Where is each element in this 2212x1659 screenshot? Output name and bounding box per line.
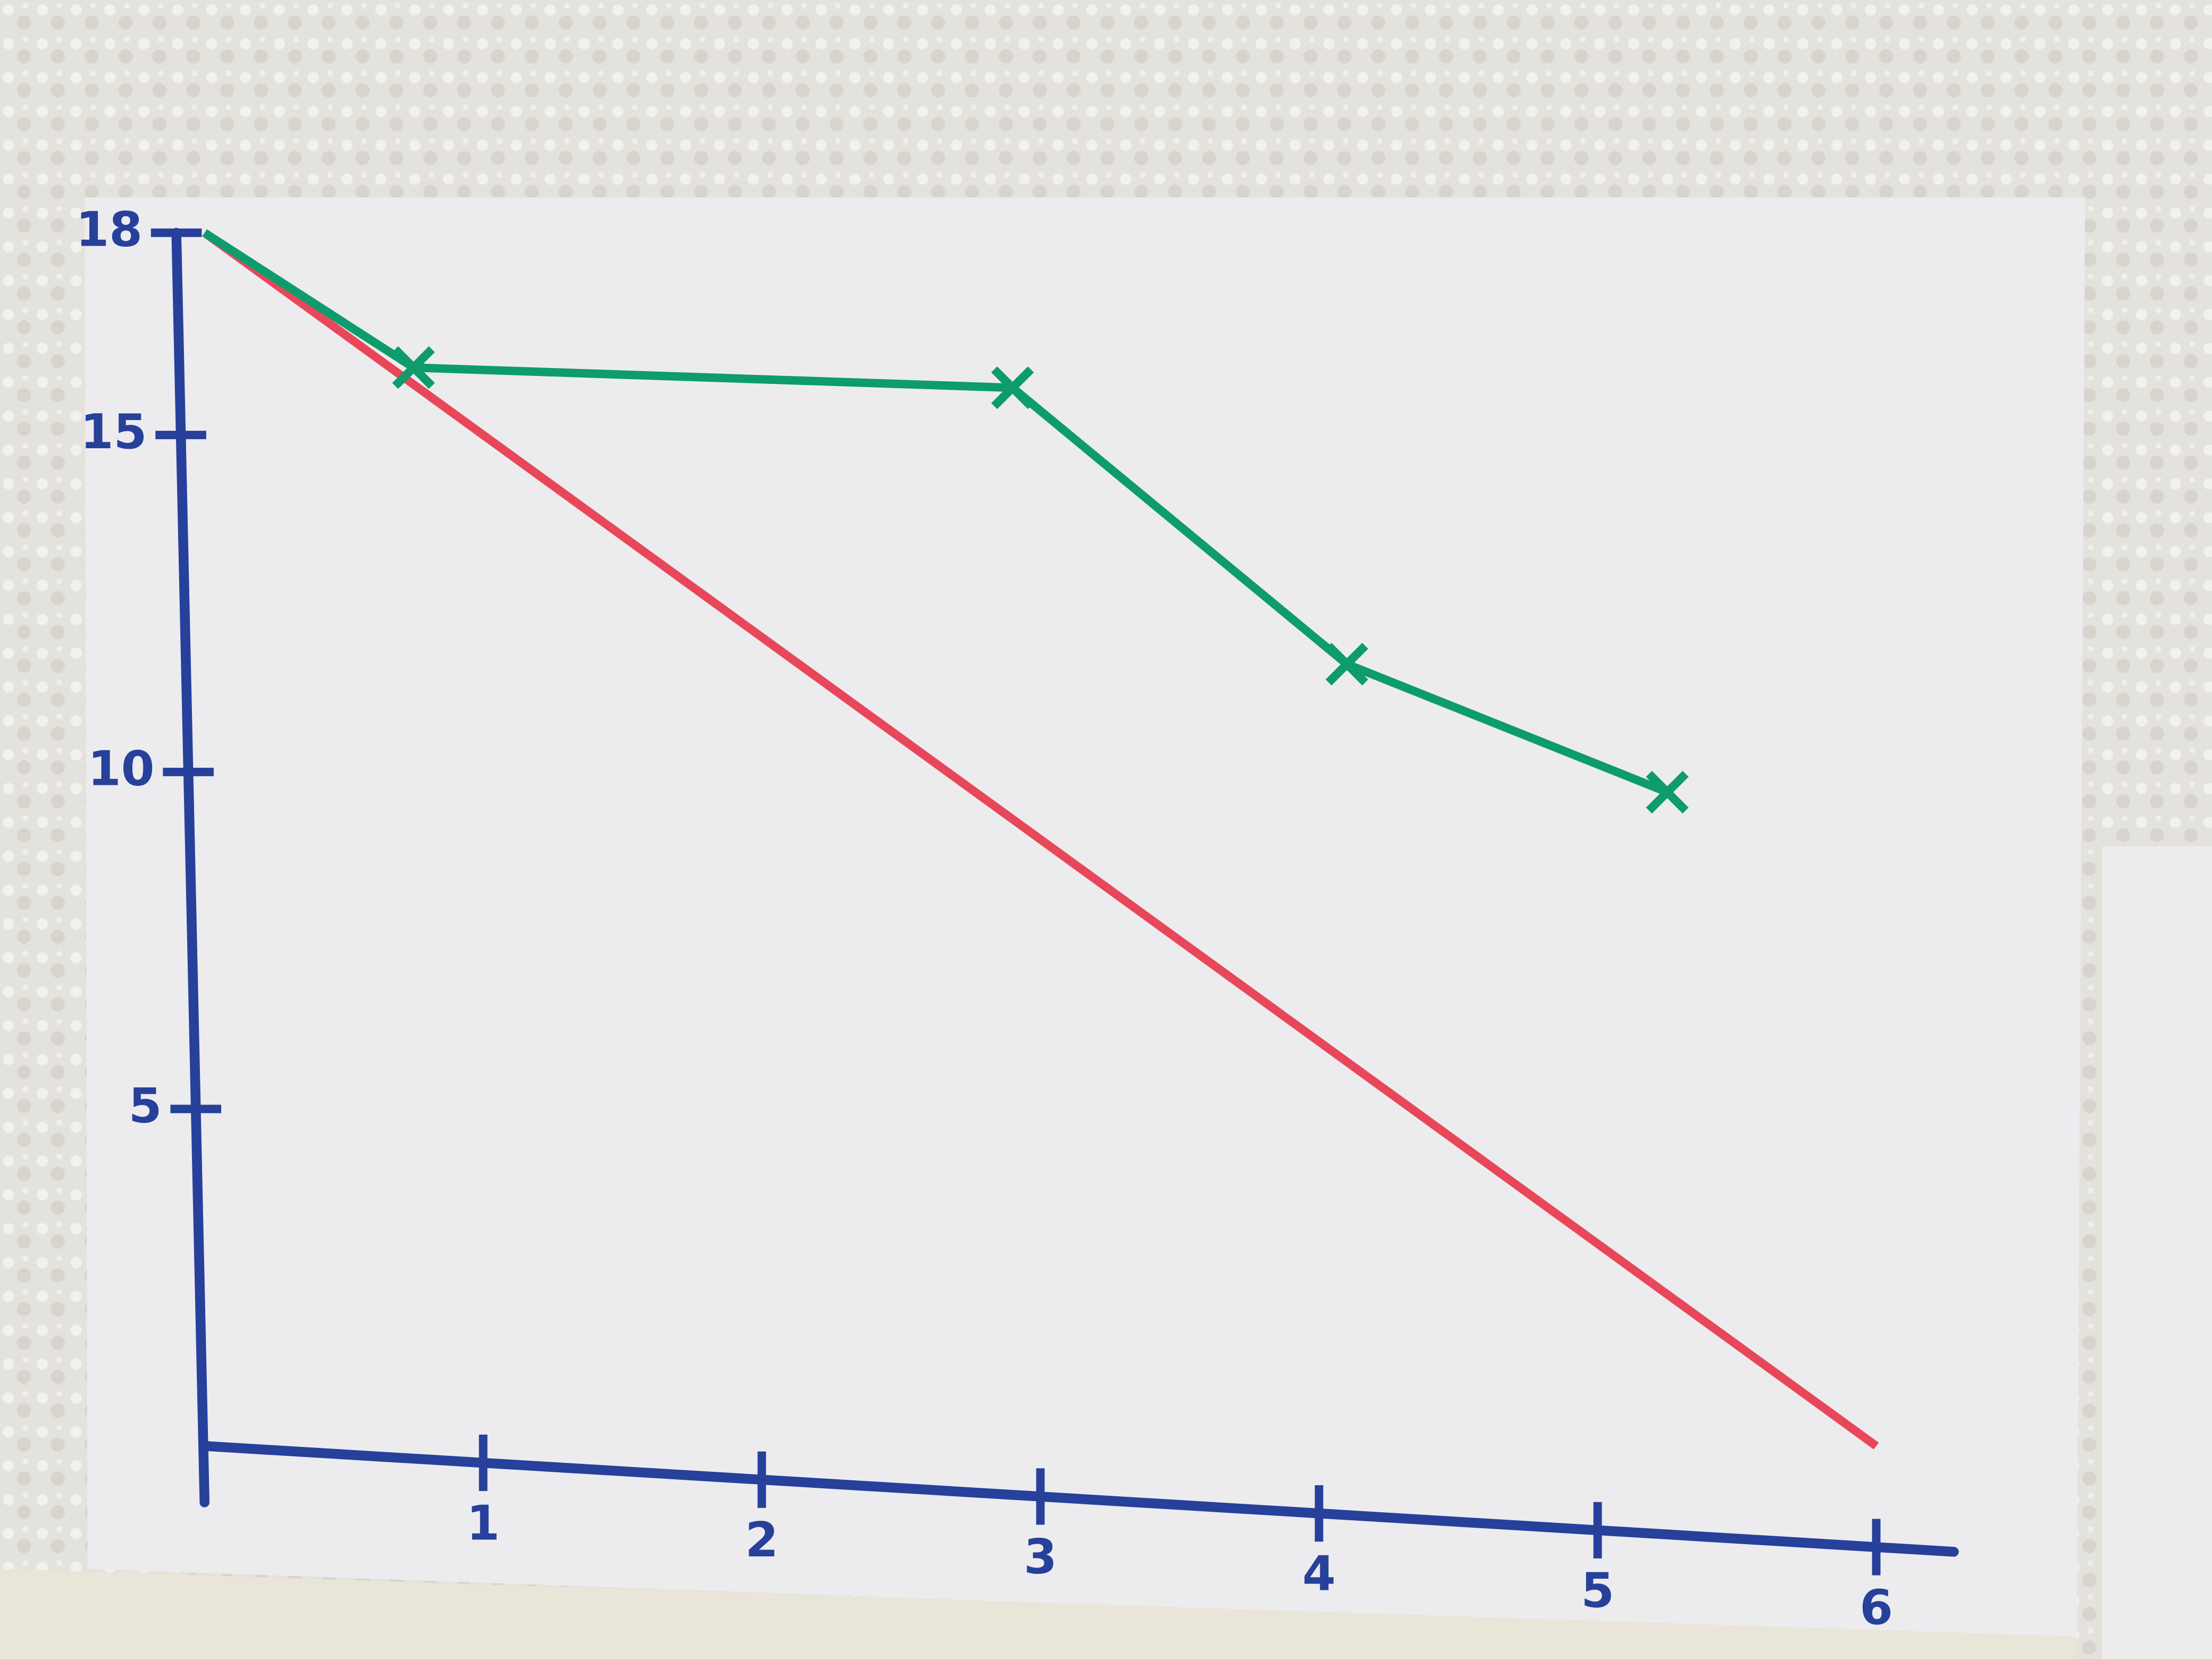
x-tick-label: 3 [1024,1529,1057,1585]
y-axis [171,228,210,1507]
marker [991,366,1034,409]
side-paper [2102,846,2212,1659]
paper [85,197,2085,1639]
marker [1325,642,1369,686]
marker [392,346,435,389]
x-tick-label: 4 [1302,1546,1336,1602]
marker [1646,770,1689,814]
x-axis [199,1441,1959,1557]
x-tick-label: 6 [1859,1580,1893,1636]
line [202,229,1879,1449]
x-tick-label: 2 [745,1512,778,1568]
x-tick-label: 1 [466,1495,500,1551]
y-tick-label: 10 [88,741,155,797]
x-tick-label: 5 [1581,1563,1614,1619]
plot: 5 10 15 18 1 2 3 4 5 6 [76,202,1959,1636]
y-tick-label: 5 [129,1078,162,1134]
y-tick-label: 15 [80,404,147,460]
lower-paper [0,1569,2077,1659]
y-tick-label: 18 [76,202,143,258]
